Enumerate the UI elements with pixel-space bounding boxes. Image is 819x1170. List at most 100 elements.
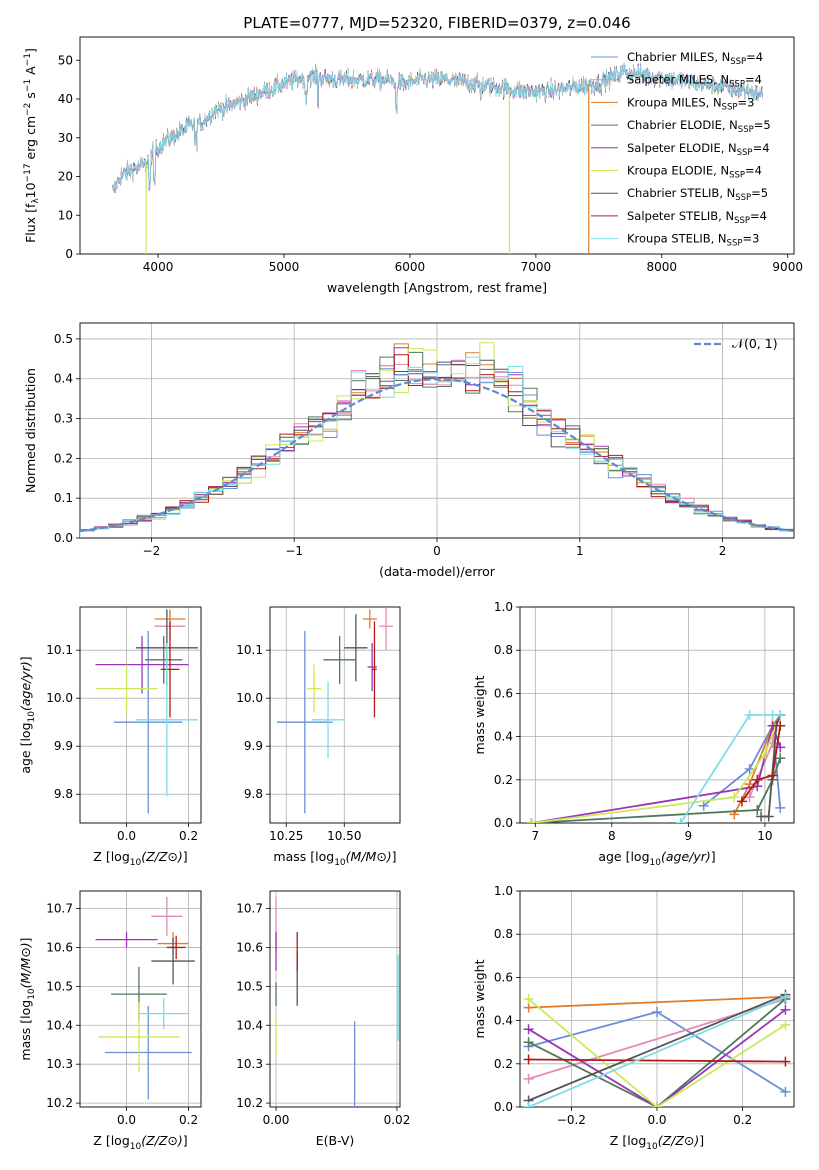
residuals-y-label: Normed distribution xyxy=(23,368,38,493)
y-tick-label: 10.1 xyxy=(46,643,73,657)
y-tick-label: 10.0 xyxy=(236,691,263,705)
x-tick-label: 10.50 xyxy=(327,829,361,843)
weight-marker-chabrier_miles xyxy=(775,802,786,813)
weight-marker-kroupa_elodie xyxy=(759,748,770,759)
label-part: ] xyxy=(711,849,716,864)
hist-kroupa_stelib xyxy=(80,356,794,538)
y-tick-label: 0.2 xyxy=(494,1057,513,1071)
weight-marker-kroupa_elodie xyxy=(729,792,740,803)
weight-marker-salpeter_stelib xyxy=(775,720,786,731)
label-sub: 10 xyxy=(130,858,142,868)
weight-marker-salpeter_stelib xyxy=(780,1056,791,1067)
legend-text: Chabrier MILES, N xyxy=(627,50,730,64)
legend-text: Chabrier STELIB, N xyxy=(627,186,735,200)
label-part: age [log xyxy=(598,849,649,864)
Z_mass-y-label: mass [log10(M/M⊙)] xyxy=(18,937,37,1060)
legend-sub: SSP xyxy=(722,102,738,112)
y-tick-label: 0.5 xyxy=(54,332,73,346)
weight-marker-salpeter_elodie xyxy=(780,1004,791,1015)
legend-label-salpeter_stelib: Salpeter STELIB, NSSP=4 xyxy=(627,209,767,226)
label-part: (M/M⊙) xyxy=(346,849,392,864)
panel-residuals: −2 −1 0 1 2 0.0 0.1 0.2 0.3 0.4 0.5 (data-model)/er… xyxy=(23,322,795,579)
weight-marker-kroupa_stelib xyxy=(675,818,686,823)
normal-curve xyxy=(80,378,794,533)
label-part: mass [log xyxy=(273,849,334,864)
label-part: −2 xyxy=(23,103,33,116)
x-tick-label: −0.2 xyxy=(557,1113,586,1127)
weight-marker-kroupa_stelib xyxy=(775,710,786,720)
x-tick-label: 1 xyxy=(576,544,584,558)
plot-area xyxy=(95,896,195,1100)
y-tick-label: 10.6 xyxy=(46,940,73,954)
weight-line-kroupa_miles xyxy=(528,995,786,1009)
panel-EBV_mass: 0.00 0.02 10.2 10.3 10.4 10.5 10.6 10.7 E(B-V) xyxy=(236,890,410,1148)
y-tick-label: 10.1 xyxy=(236,643,263,657)
spectrum-y-label: Flux [fλ10−17 erg cm−2 s−1 A−1] xyxy=(23,48,41,243)
residuals-x-label: (data-model)/error xyxy=(379,564,496,579)
label-sub: 10 xyxy=(646,1142,658,1152)
legend-label-kroupa_elodie: Kroupa ELODIE, NSSP=4 xyxy=(627,164,762,181)
label-part: (Z/Z⊙) xyxy=(141,1133,183,1148)
Z_age-y-label: age [log10(age/yr)] xyxy=(18,656,37,773)
legend-value: =3 xyxy=(737,95,754,109)
y-tick-label: 10.5 xyxy=(46,979,73,993)
y-tick-label: 0.4 xyxy=(54,372,73,386)
label-part: (Z/Z⊙) xyxy=(141,849,183,864)
label-part: ] xyxy=(18,937,33,942)
y-tick-label: 10.4 xyxy=(46,1018,73,1032)
plot-area xyxy=(112,61,763,254)
legend-text: Salpeter MILES, N xyxy=(627,73,729,87)
legend-text: Kroupa ELODIE, N xyxy=(627,164,729,178)
y-tick-label: 1.0 xyxy=(494,600,513,614)
Z_weight-y-label: mass weight xyxy=(472,959,487,1038)
label-part: Z [log xyxy=(93,849,129,864)
weight-marker-chabrier_miles xyxy=(652,1006,662,1017)
plot-area xyxy=(80,342,794,538)
y-tick-label: 9.9 xyxy=(244,739,263,753)
y-tick-label: 10.3 xyxy=(46,1057,73,1071)
y-tick-label: 0.3 xyxy=(54,412,73,426)
label-part: mass [log xyxy=(18,1000,33,1061)
legend-sub: SSP xyxy=(734,216,750,226)
label-part: Z [log xyxy=(93,1133,129,1148)
y-tick-label: 0.6 xyxy=(494,686,513,700)
x-tick-label: 8000 xyxy=(647,260,678,274)
y-tick-label: 0.6 xyxy=(494,970,513,984)
legend-label-chabrier_stelib: Chabrier STELIB, NSSP=5 xyxy=(627,186,768,203)
x-tick-label: 0.0 xyxy=(117,829,136,843)
figure-title: PLATE=0777, MJD=52320, FIBERID=0379, z=0… xyxy=(243,14,630,32)
y-tick-label: 10.7 xyxy=(236,902,263,916)
x-tick-label: 6000 xyxy=(395,260,426,274)
x-tick-label: 9000 xyxy=(772,260,803,274)
axes-frame xyxy=(519,606,795,824)
weight-marker-kroupa_miles xyxy=(523,1002,534,1013)
legend-value: =5 xyxy=(754,118,771,132)
y-tick-label: 0.4 xyxy=(494,730,513,744)
x-tick-label: 8 xyxy=(608,829,616,843)
x-tick-label: 0.0 xyxy=(117,1113,136,1127)
y-tick-label: 0.2 xyxy=(54,451,73,465)
plot-area xyxy=(526,710,786,823)
legend-sub: SSP xyxy=(735,193,751,203)
label-part: A xyxy=(23,66,38,79)
legend-sub: SSP xyxy=(729,80,745,90)
legend-value: =4 xyxy=(745,164,762,178)
weight-line-kroupa_stelib xyxy=(528,995,786,1107)
y-tick-label: 9.9 xyxy=(54,739,73,753)
weight-marker-salpeter_stelib xyxy=(736,796,747,807)
spectrum-line-kroupa_stelib xyxy=(112,64,763,192)
panel-mass_age: 10.25 10.50 9.8 9.9 10.0 10.1 mass [log10(M/M⊙… xyxy=(236,606,401,868)
age_weight-x-label: age [log10(age/yr)] xyxy=(598,849,715,868)
legend-text: Kroupa STELIB, N xyxy=(627,232,727,246)
legend-sub: SSP xyxy=(730,57,746,67)
weight-marker-salpeter_stelib xyxy=(767,770,778,781)
weight-marker-chabrier_stelib xyxy=(763,811,774,822)
y-tick-label: 10.3 xyxy=(236,1057,263,1071)
panel-spectrum: 4000 5000 6000 7000 8000 9000 0 10 20 30 40 50 wavel… xyxy=(23,36,803,295)
legend-text: Salpeter ELODIE, N xyxy=(627,141,737,155)
weight-marker-salpeter_miles xyxy=(523,1073,534,1084)
legend-value: =5 xyxy=(751,186,768,200)
weight-marker-salpeter_miles xyxy=(744,792,755,803)
axes-frame xyxy=(79,322,795,539)
